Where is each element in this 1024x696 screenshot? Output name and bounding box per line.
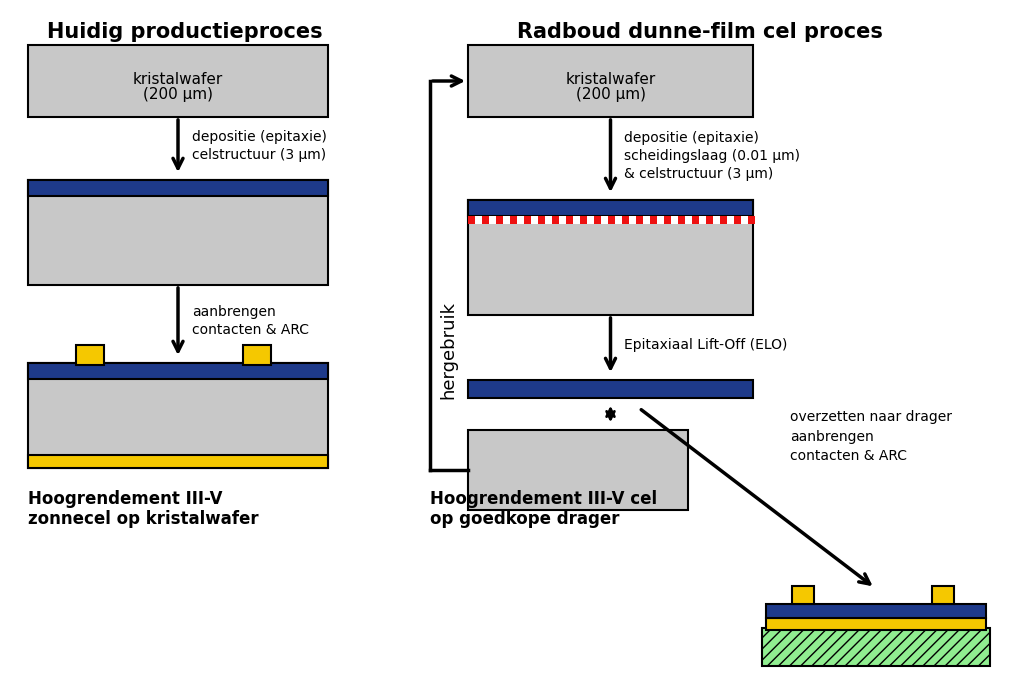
Text: overzetten naar drager
aanbrengen
contacten & ARC: overzetten naar drager aanbrengen contac…	[790, 410, 952, 463]
Bar	[766, 618, 986, 630]
Text: Hoogrendement III-V cel: Hoogrendement III-V cel	[430, 490, 657, 508]
Bar	[552, 216, 559, 224]
Bar	[545, 216, 552, 224]
Bar	[468, 45, 753, 117]
Bar	[594, 216, 601, 224]
Bar	[608, 216, 615, 224]
Bar	[720, 216, 727, 224]
Bar	[678, 216, 685, 224]
Bar	[706, 216, 713, 224]
Bar	[657, 216, 664, 224]
Bar	[468, 200, 753, 315]
Bar	[580, 216, 587, 224]
Bar	[766, 604, 986, 618]
Text: op goedkope drager: op goedkope drager	[430, 510, 620, 528]
Bar	[475, 216, 482, 224]
Text: Hoogrendement III-V: Hoogrendement III-V	[28, 490, 222, 508]
Bar	[510, 216, 517, 224]
Bar	[741, 216, 748, 224]
Text: (200 μm): (200 μm)	[575, 88, 645, 102]
Text: Epitaxiaal Lift-Off (ELO): Epitaxiaal Lift-Off (ELO)	[625, 338, 787, 352]
Bar	[727, 216, 734, 224]
Bar	[629, 216, 636, 224]
Bar	[650, 216, 657, 224]
Text: hergebruik: hergebruik	[439, 301, 457, 399]
Bar	[468, 216, 475, 224]
Text: Radboud dunne-film cel proces: Radboud dunne-film cel proces	[517, 22, 883, 42]
Bar	[699, 216, 706, 224]
Bar	[748, 216, 755, 224]
Bar	[76, 345, 104, 365]
Bar	[28, 45, 328, 117]
Bar	[566, 216, 573, 224]
Bar	[734, 216, 741, 224]
Bar	[622, 216, 629, 224]
Text: kristalwafer: kristalwafer	[565, 72, 655, 86]
Bar	[692, 216, 699, 224]
Bar	[538, 216, 545, 224]
Bar	[573, 216, 580, 224]
Bar	[685, 216, 692, 224]
Bar	[643, 216, 650, 224]
Bar	[664, 216, 671, 224]
Text: (200 μm): (200 μm)	[143, 88, 213, 102]
Bar	[636, 216, 643, 224]
Bar	[792, 586, 814, 604]
Bar	[503, 216, 510, 224]
Bar	[601, 216, 608, 224]
Bar	[28, 363, 328, 468]
Bar	[28, 180, 328, 285]
Bar	[468, 200, 753, 216]
Bar	[28, 180, 328, 196]
Text: depositie (epitaxie)
scheidingslaag (0.01 μm)
& celstructuur (3 μm): depositie (epitaxie) scheidingslaag (0.0…	[625, 131, 801, 182]
Text: aanbrengen
contacten & ARC: aanbrengen contacten & ARC	[193, 305, 309, 337]
Text: depositie (epitaxie)
celstructuur (3 μm): depositie (epitaxie) celstructuur (3 μm)	[193, 129, 327, 162]
Text: Huidig productieproces: Huidig productieproces	[47, 22, 323, 42]
Bar	[243, 345, 271, 365]
Bar	[524, 216, 531, 224]
Bar	[671, 216, 678, 224]
Bar	[468, 430, 688, 510]
Bar	[615, 216, 622, 224]
Bar	[932, 586, 954, 604]
Bar	[762, 628, 990, 666]
Bar	[713, 216, 720, 224]
Bar	[517, 216, 524, 224]
Bar	[482, 216, 489, 224]
Text: kristalwafer: kristalwafer	[133, 72, 223, 86]
Bar	[587, 216, 594, 224]
Bar	[489, 216, 496, 224]
Bar	[531, 216, 538, 224]
Text: zonnecel op kristalwafer: zonnecel op kristalwafer	[28, 510, 259, 528]
Bar	[28, 455, 328, 468]
Bar	[468, 380, 753, 398]
Bar	[28, 363, 328, 379]
Bar	[559, 216, 566, 224]
Bar	[496, 216, 503, 224]
